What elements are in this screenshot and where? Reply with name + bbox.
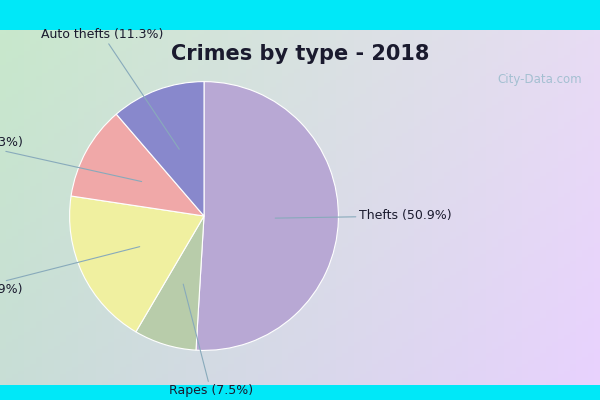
Text: Assaults (18.9%): Assaults (18.9%) <box>0 247 140 296</box>
Wedge shape <box>71 114 204 216</box>
Text: Rapes (7.5%): Rapes (7.5%) <box>169 284 253 397</box>
Wedge shape <box>116 82 204 216</box>
Text: Thefts (50.9%): Thefts (50.9%) <box>275 210 451 222</box>
Text: Crimes by type - 2018: Crimes by type - 2018 <box>171 44 429 64</box>
Wedge shape <box>196 82 338 350</box>
Wedge shape <box>136 216 204 350</box>
Text: Auto thefts (11.3%): Auto thefts (11.3%) <box>41 28 179 149</box>
Text: City-Data.com: City-Data.com <box>497 72 582 86</box>
Text: Burglaries (11.3%): Burglaries (11.3%) <box>0 136 142 182</box>
Wedge shape <box>70 196 204 332</box>
